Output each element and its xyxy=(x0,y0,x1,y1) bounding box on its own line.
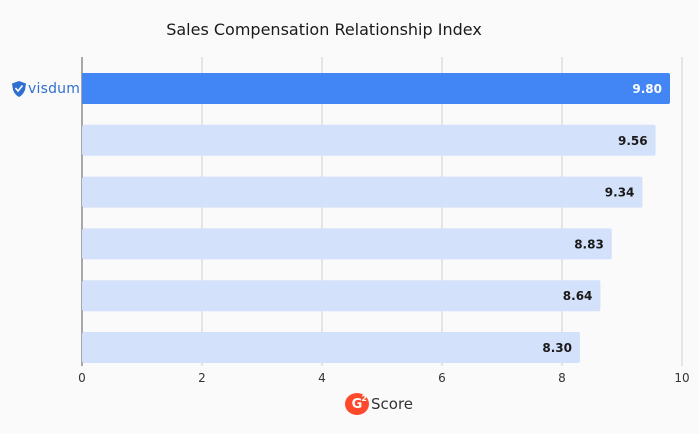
x-tick-label: 8 xyxy=(558,371,566,385)
bar xyxy=(82,228,612,260)
bars: 9.80 9.56 9.34 8.83 8.64 8.30 xyxy=(82,73,670,363)
bar-value-label: 8.83 xyxy=(574,237,604,251)
x-axis-title: Score xyxy=(371,395,414,413)
gridlines xyxy=(81,57,683,366)
brand-logo: visdum xyxy=(12,79,80,99)
bar xyxy=(82,176,643,208)
x-tick-label: 10 xyxy=(674,371,689,385)
x-axis-ticks: 0 2 4 6 8 10 xyxy=(78,371,689,385)
x-tick-label: 0 xyxy=(78,371,86,385)
bar-value-label: 9.56 xyxy=(618,134,648,148)
shield-icon xyxy=(12,81,26,97)
bar-value-label: 9.80 xyxy=(632,82,662,96)
bar xyxy=(82,332,580,363)
bar xyxy=(82,124,656,156)
bar xyxy=(82,73,670,104)
x-tick-label: 4 xyxy=(318,371,326,385)
brand-name: visdum xyxy=(28,81,81,97)
bar-value-label: 9.34 xyxy=(605,186,635,200)
x-tick-label: 2 xyxy=(198,371,206,385)
bar-value-label: 8.30 xyxy=(542,341,572,355)
x-tick-label: 6 xyxy=(438,371,446,385)
chart-title: Sales Compensation Relationship Index xyxy=(166,20,482,39)
bar-value-label: 8.64 xyxy=(563,289,593,303)
bar xyxy=(82,280,601,312)
